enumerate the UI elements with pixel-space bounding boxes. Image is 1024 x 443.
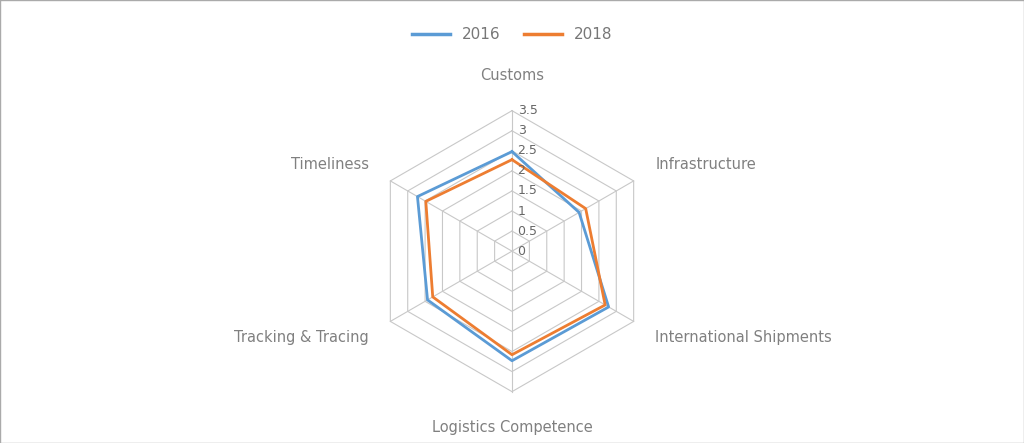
Legend: 2016, 2018: 2016, 2018 (406, 21, 618, 48)
Text: 3.5: 3.5 (517, 104, 538, 117)
Text: Tracking & Tracing: Tracking & Tracing (233, 330, 369, 345)
Text: 0: 0 (517, 245, 525, 258)
Text: Customs: Customs (480, 68, 544, 82)
Text: 1.5: 1.5 (517, 184, 538, 198)
Text: 1: 1 (517, 205, 525, 218)
Text: Logistics Competence: Logistics Competence (432, 420, 592, 435)
Text: Timeliness: Timeliness (291, 158, 369, 172)
Text: International Shipments: International Shipments (655, 330, 833, 345)
Text: 2.5: 2.5 (517, 144, 538, 157)
Text: 3: 3 (517, 124, 525, 137)
Text: 0.5: 0.5 (517, 225, 538, 237)
Text: 2: 2 (517, 164, 525, 177)
Text: Infrastructure: Infrastructure (655, 158, 756, 172)
